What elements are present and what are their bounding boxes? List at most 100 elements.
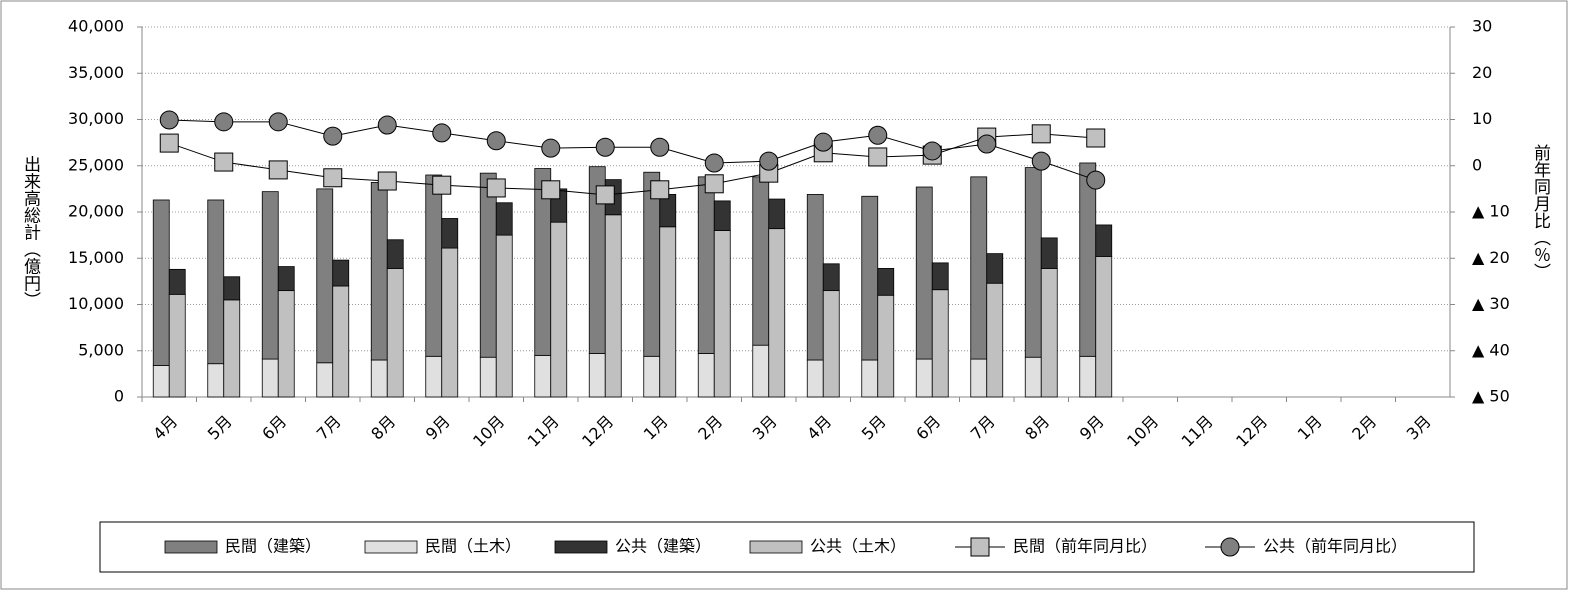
bar xyxy=(861,359,879,398)
bar xyxy=(370,359,388,398)
bar xyxy=(1079,162,1097,357)
bar xyxy=(207,199,225,365)
bar xyxy=(768,198,786,230)
marker xyxy=(868,147,888,167)
marker xyxy=(541,180,561,200)
y-tick-label: 15,000 xyxy=(68,248,124,267)
bar xyxy=(152,199,170,366)
bar xyxy=(152,365,170,398)
y-tick-label: 20,000 xyxy=(68,202,124,221)
bar xyxy=(1024,167,1042,358)
bar xyxy=(931,289,949,398)
y2-tick-label: 20 xyxy=(1472,63,1492,82)
bar xyxy=(386,239,404,269)
bar xyxy=(441,247,459,398)
legend-swatch xyxy=(164,540,218,554)
bar xyxy=(713,230,731,398)
legend-swatch xyxy=(364,540,418,554)
marker xyxy=(1031,151,1051,171)
y2-tick-label: 0 xyxy=(1472,155,1482,174)
marker xyxy=(1086,128,1106,148)
y2-tick-label: ▲ 40 xyxy=(1472,340,1510,359)
bar xyxy=(1024,356,1042,398)
legend-label: 民間（建築） xyxy=(225,537,321,556)
marker xyxy=(704,174,724,194)
bar xyxy=(550,221,568,398)
marker xyxy=(813,132,833,152)
bar xyxy=(752,176,770,346)
bar xyxy=(588,353,606,398)
bar xyxy=(207,363,225,398)
marker xyxy=(977,134,997,154)
marker xyxy=(214,152,234,172)
bar xyxy=(861,195,879,361)
y2-tick-label: ▲ 10 xyxy=(1472,202,1510,221)
marker xyxy=(1031,124,1051,144)
bar xyxy=(277,290,295,398)
bar xyxy=(495,202,513,236)
bar xyxy=(1040,237,1058,269)
bar xyxy=(425,355,443,398)
marker xyxy=(214,112,234,132)
y2-axis-title: 前年同月比（％） xyxy=(1530,144,1551,280)
marker xyxy=(268,160,288,180)
marker xyxy=(759,151,779,171)
legend-label: 民間（前年同月比） xyxy=(1013,537,1157,556)
bar xyxy=(425,174,443,357)
bar xyxy=(261,358,279,398)
bar xyxy=(277,266,295,292)
bar xyxy=(806,359,824,398)
marker xyxy=(432,123,452,143)
bar xyxy=(643,355,661,398)
bar xyxy=(768,228,786,398)
marker xyxy=(922,141,942,161)
bar xyxy=(332,259,350,287)
bar xyxy=(915,358,933,398)
bar xyxy=(877,268,895,296)
bar xyxy=(534,354,552,398)
bar xyxy=(986,253,1004,284)
legend-label: 民間（土木） xyxy=(425,537,521,556)
marker xyxy=(486,131,506,151)
y2-tick-label: 10 xyxy=(1472,109,1492,128)
bar xyxy=(697,353,715,398)
y2-tick-label: ▲ 30 xyxy=(1472,294,1510,313)
bar xyxy=(604,214,622,398)
marker xyxy=(595,137,615,157)
marker xyxy=(1086,170,1106,190)
marker xyxy=(650,180,670,200)
marker xyxy=(159,133,179,153)
marker xyxy=(650,137,670,157)
bar xyxy=(223,299,241,398)
bar xyxy=(659,226,677,398)
y-tick-label: 0 xyxy=(114,387,124,406)
bar xyxy=(370,181,388,361)
legend-swatch xyxy=(749,540,803,554)
legend-label: 公共（前年同月比） xyxy=(1263,537,1407,556)
bar xyxy=(332,285,350,398)
bar xyxy=(806,194,824,361)
bar xyxy=(822,290,840,398)
y2-tick-label: 30 xyxy=(1472,17,1492,36)
legend-marker xyxy=(1220,537,1240,557)
y-tick-label: 30,000 xyxy=(68,109,124,128)
y-tick-label: 35,000 xyxy=(68,63,124,82)
bar xyxy=(986,282,1004,398)
bar xyxy=(223,276,241,301)
bar xyxy=(386,268,404,398)
bar xyxy=(479,356,497,398)
bar xyxy=(261,191,279,360)
marker xyxy=(159,110,179,130)
marker xyxy=(323,168,343,188)
bar xyxy=(441,218,459,249)
legend-label: 公共（土木） xyxy=(810,537,906,556)
marker xyxy=(486,178,506,198)
bar xyxy=(643,171,661,357)
legend-swatch xyxy=(554,540,608,554)
bar xyxy=(316,362,334,398)
marker xyxy=(432,175,452,195)
bar xyxy=(931,262,949,291)
bar xyxy=(495,234,513,398)
bar xyxy=(915,186,933,360)
